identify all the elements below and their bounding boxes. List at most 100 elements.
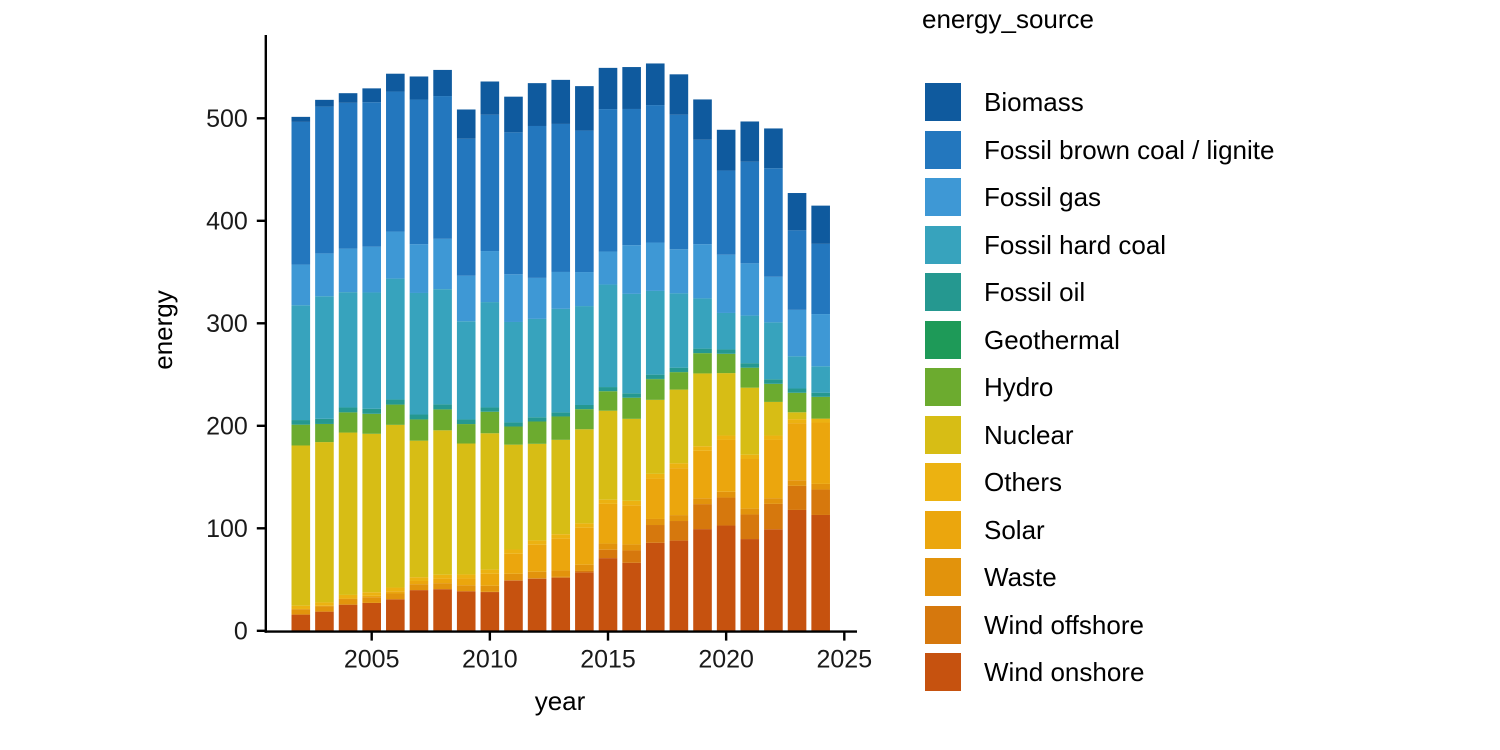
bar-segment [409, 99, 429, 245]
bar-segment [787, 412, 807, 420]
legend: energy_source Biomass Fossil brown coal /… [922, 0, 1322, 705]
legend-label: Hydro [984, 372, 1054, 402]
bar-segment [551, 534, 571, 539]
bar-segment [716, 525, 736, 631]
bar-segment [575, 272, 594, 307]
bar-segment [338, 599, 358, 605]
bar-segment [527, 125, 547, 278]
bar-segment [669, 249, 689, 294]
bar-segment [693, 504, 712, 530]
bar-segment [740, 263, 760, 316]
bar-segment [291, 609, 311, 615]
legend-item: Fossil hard coal [922, 225, 1167, 264]
legend-swatch [925, 130, 961, 169]
bar-segment [362, 595, 381, 598]
bar-segment [409, 419, 429, 441]
legend-label: Fossil hard coal [984, 229, 1167, 260]
bar-segment [693, 373, 712, 447]
bar-segment [433, 238, 452, 290]
bar-stack [291, 116, 311, 631]
bar-segment [551, 308, 571, 413]
bar-segment [575, 429, 594, 524]
bar-segment [291, 605, 311, 609]
bar-segment [787, 480, 807, 486]
bar-segment [622, 397, 641, 419]
bar-segment [527, 83, 547, 126]
bars-layer [291, 63, 830, 631]
bar-segment [480, 585, 500, 592]
bar-segment [598, 558, 618, 631]
legend-swatch [925, 463, 961, 501]
bar-stack [575, 86, 594, 631]
bar-segment [716, 312, 736, 350]
x-tick-label: 2010 [462, 646, 518, 674]
bar-stack [811, 205, 830, 631]
bar-segment [787, 193, 807, 231]
bar-segment [551, 577, 571, 631]
bar-stack [669, 74, 689, 631]
bar-segment [386, 593, 405, 600]
bar-segment [362, 413, 381, 434]
bar-stack [622, 67, 641, 631]
bar-segment [456, 419, 476, 425]
legend-item: Fossil oil [922, 273, 1085, 311]
bar-segment [480, 573, 500, 586]
bar-segment [315, 418, 334, 424]
bar-segment [480, 569, 500, 574]
bar-stack [362, 88, 381, 631]
bar-stack [456, 109, 476, 631]
bar-stack [787, 193, 807, 631]
bar-segment [693, 446, 712, 451]
bar-segment [787, 356, 807, 389]
bar-segment [740, 459, 760, 509]
bar-segment [409, 580, 429, 585]
bar-segment [315, 611, 334, 631]
bar-segment [433, 404, 452, 410]
bar-segment [693, 298, 712, 349]
bar-segment [362, 246, 381, 293]
bar-segment [811, 392, 830, 397]
bar-segment [551, 412, 571, 417]
bar-segment [504, 96, 523, 133]
bar-segment [740, 363, 760, 368]
bar-segment [740, 315, 760, 364]
bar-segment [386, 231, 405, 279]
bar-segment [645, 105, 665, 243]
bar-segment [716, 497, 736, 526]
bar-segment [811, 314, 830, 367]
x-tick-label: 2015 [580, 646, 636, 674]
bar-segment [527, 443, 547, 541]
bar-segment [433, 69, 452, 97]
bar-segment [693, 348, 712, 354]
bar-segment [480, 411, 500, 434]
bar-segment [764, 503, 783, 530]
bar-stack [645, 63, 665, 631]
bar-segment [787, 423, 807, 481]
bar-segment [575, 527, 594, 565]
bar-segment [338, 604, 358, 631]
bar-segment [622, 245, 641, 294]
bar-segment [575, 572, 594, 631]
bar-segment [693, 529, 712, 631]
bar-segment [787, 230, 807, 310]
bar-segment [811, 514, 830, 631]
bar-segment [291, 116, 311, 122]
bar-segment [669, 468, 689, 516]
bar-segment [764, 128, 783, 169]
bar-segment [669, 114, 689, 250]
bar-segment [764, 168, 783, 277]
bar-segment [433, 409, 452, 431]
x-tick-label: 2025 [816, 646, 872, 674]
bar-segment [504, 580, 523, 581]
bar-segment [645, 518, 665, 526]
bar-segment [551, 271, 571, 309]
bar-segment [386, 91, 405, 232]
bar-segment [291, 305, 311, 421]
bar-segment [315, 606, 334, 612]
bar-segment [598, 284, 618, 388]
bar-segment [669, 293, 689, 368]
bar-segment [598, 391, 618, 411]
bar-segment [622, 293, 641, 394]
bar-segment [386, 587, 405, 592]
bar-segment [504, 274, 523, 322]
